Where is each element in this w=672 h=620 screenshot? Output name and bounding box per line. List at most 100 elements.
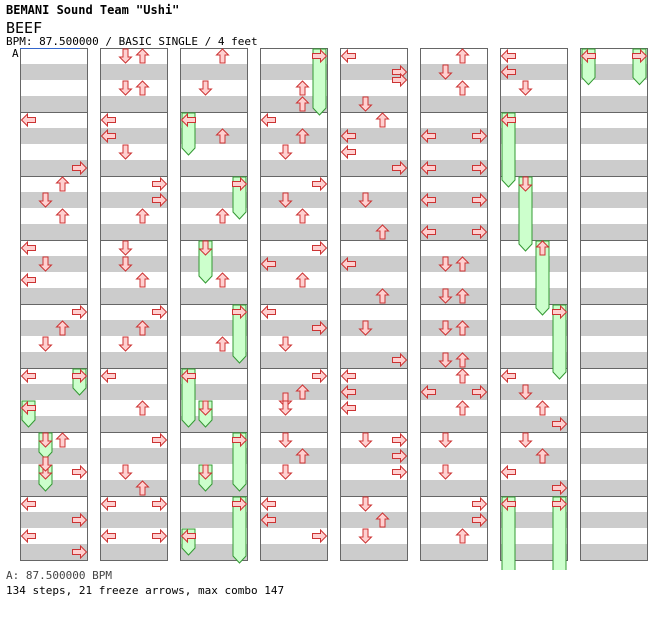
right-arrow (472, 512, 488, 528)
measure-stripe (180, 224, 248, 240)
measure-stripe (420, 544, 488, 560)
column-border (100, 48, 168, 561)
freeze-group (72, 368, 88, 396)
right-arrow (392, 448, 408, 464)
right-arrow (72, 464, 88, 480)
left-arrow (20, 368, 36, 384)
right-arrow-freeze-head (232, 432, 248, 448)
measure-stripe (260, 224, 328, 240)
left-arrow (340, 384, 356, 400)
freeze-group (198, 240, 213, 284)
measure-stripe (580, 480, 648, 496)
measure-stripe (500, 416, 568, 432)
up-arrow (55, 208, 70, 224)
right-arrow (552, 480, 568, 496)
freeze-group (580, 48, 596, 86)
measure-stripe (420, 96, 488, 112)
freeze-arrow-left (501, 112, 516, 188)
up-arrow (55, 176, 70, 192)
measure-stripe (100, 448, 168, 464)
left-arrow (20, 240, 36, 256)
right-arrow (472, 128, 488, 144)
column-border (420, 48, 488, 561)
down-arrow (438, 320, 453, 336)
freeze-group (198, 400, 213, 428)
left-arrow (260, 256, 276, 272)
measure-stripe (260, 288, 328, 304)
measure-stripe (500, 320, 568, 336)
right-arrow (72, 512, 88, 528)
right-arrow (312, 240, 328, 256)
chart-column-5 (340, 48, 408, 561)
measure-stripe (340, 96, 408, 112)
freeze-group (552, 304, 568, 380)
measure-stripe (20, 256, 88, 272)
left-arrow (340, 48, 356, 64)
measure-stripe (420, 512, 488, 528)
down-arrow (438, 464, 453, 480)
measure-stripe (340, 64, 408, 80)
freeze-arrow-up (535, 240, 550, 316)
left-arrow (340, 368, 356, 384)
measure-stripe (180, 448, 248, 464)
measure-stripe (420, 160, 488, 176)
up-arrow (535, 400, 550, 416)
measure-stripe (20, 160, 88, 176)
down-arrow (438, 352, 453, 368)
measure-stripe (420, 384, 488, 400)
left-arrow (100, 496, 116, 512)
right-arrow (472, 192, 488, 208)
freeze-group (518, 176, 533, 252)
up-arrow (455, 288, 470, 304)
up-arrow (455, 368, 470, 384)
left-arrow (420, 192, 436, 208)
footer-bpm-text: A: 87.500000 BPM (6, 569, 112, 582)
left-arrow (100, 528, 116, 544)
measure-stripe (20, 544, 88, 560)
up-arrow (215, 128, 230, 144)
down-arrow (198, 80, 213, 96)
measure-stripe (340, 352, 408, 368)
measure-stripe (180, 288, 248, 304)
up-arrow (215, 272, 230, 288)
freeze-group (535, 240, 550, 316)
left-arrow (260, 496, 276, 512)
right-arrow-freeze-head (552, 496, 568, 512)
measure-stripe (500, 224, 568, 240)
measure-stripe (100, 256, 168, 272)
down-arrow (38, 256, 53, 272)
freeze-group (552, 496, 568, 570)
measure-stripe (100, 192, 168, 208)
left-arrow (340, 256, 356, 272)
left-arrow-freeze-head (500, 496, 516, 512)
up-arrow (295, 96, 310, 112)
right-arrow (152, 432, 168, 448)
up-arrow (455, 80, 470, 96)
measure-stripe (580, 416, 648, 432)
up-arrow (295, 448, 310, 464)
measure-stripe (340, 544, 408, 560)
freeze-group (20, 400, 36, 428)
left-arrow (340, 144, 356, 160)
up-arrow (455, 320, 470, 336)
measure-stripe (340, 480, 408, 496)
chart-column-1 (20, 48, 88, 561)
right-arrow (152, 528, 168, 544)
down-arrow (278, 144, 293, 160)
right-arrow (312, 368, 328, 384)
measure-stripe (420, 448, 488, 464)
down-arrow (38, 456, 53, 472)
column-border (500, 48, 568, 561)
measure-stripe (20, 96, 88, 112)
measure-stripe (500, 448, 568, 464)
measure-stripe (180, 384, 248, 400)
down-arrow (438, 64, 453, 80)
right-arrow (312, 528, 328, 544)
left-arrow (500, 48, 516, 64)
up-arrow (295, 384, 310, 400)
down-arrow-freeze-head (198, 400, 213, 416)
right-arrow (392, 352, 408, 368)
up-arrow (135, 272, 150, 288)
right-arrow (472, 496, 488, 512)
down-arrow (438, 288, 453, 304)
